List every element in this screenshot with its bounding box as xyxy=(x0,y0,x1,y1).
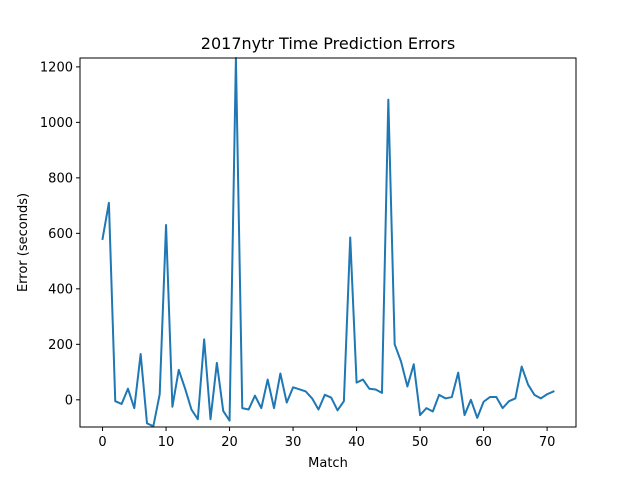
y-tick-label: 1200 xyxy=(40,60,73,75)
x-tick-label: 50 xyxy=(412,435,429,450)
x-tick-label: 30 xyxy=(285,435,302,450)
ticks-layer: 0 10 20 30 40 50 60 70 0 200 400 600 800 1000 1200 xyxy=(40,60,555,450)
y-tick-label: 1000 xyxy=(40,116,73,131)
y-axis-label: Error (seconds) xyxy=(16,193,31,292)
y-tick-label: 400 xyxy=(48,282,73,297)
series-layer xyxy=(101,57,555,428)
series-line xyxy=(101,57,555,428)
chart-title: 2017nytr Time Prediction Errors xyxy=(201,34,455,53)
x-axis-label: Match xyxy=(308,456,348,471)
y-tick-label: 0 xyxy=(65,393,73,408)
plot-area-frame xyxy=(79,57,577,428)
y-tick-label: 200 xyxy=(48,338,73,353)
y-tick-label: 800 xyxy=(48,171,73,186)
x-tick-label: 20 xyxy=(221,435,238,450)
x-tick-label: 70 xyxy=(539,435,556,450)
x-tick-label: 40 xyxy=(348,435,365,450)
x-tick-label: 60 xyxy=(475,435,492,450)
y-tick-label: 600 xyxy=(48,227,73,242)
x-tick-label: 10 xyxy=(158,435,175,450)
x-tick-label: 0 xyxy=(98,435,106,450)
